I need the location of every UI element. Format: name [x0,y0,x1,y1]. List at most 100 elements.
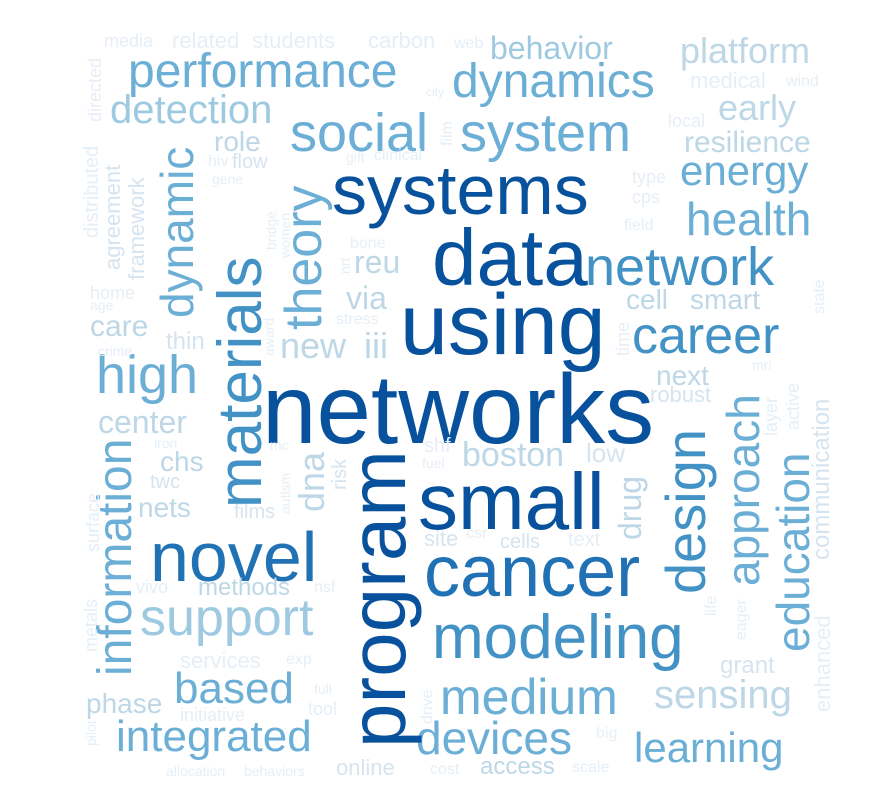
word-resilience: resilience [684,126,811,159]
word-iii: iii [364,325,388,366]
word-low: low [586,438,626,468]
word-medical: medical [690,68,766,93]
word-dna: dna [291,451,332,512]
word-eager: eager [733,599,750,640]
word-autism: autism [277,472,293,514]
word-text: text [568,529,601,551]
word-boston: boston [462,436,565,474]
word-films: films [234,501,276,523]
word-novel: novel [150,518,318,596]
word-gift: gift [346,149,365,165]
word-hiv: hiv [208,153,229,170]
word-layer: layer [761,396,781,436]
word-fuel: fuel [422,455,445,471]
word-methods: methods [198,574,291,601]
word-cancer: cancer [424,532,641,612]
word-cells: cells [500,531,541,553]
word-care: care [90,310,149,343]
word-award: award [261,317,277,356]
word-robust: robust [650,382,712,407]
word-modeling: modeling [432,603,684,672]
word-via: via [346,280,387,316]
word-high: high [96,345,199,405]
word-system: system [460,103,632,163]
word-initiative: initiative [180,705,246,725]
word-wind: wind [786,73,819,90]
word-full: full [314,681,332,697]
word-time: time [613,321,633,356]
word-devices: devices [416,712,572,764]
word-online: online [336,755,395,780]
word-medium: medium [440,669,618,725]
word-women: women [277,212,293,258]
word-nsf: nsf [314,579,336,596]
word-related: related [172,28,240,53]
word-services: services [180,648,261,673]
word-next: next [656,360,709,391]
word-performance: performance [128,45,398,98]
word-local: local [668,111,706,131]
word-stress: stress [336,311,379,328]
word-behavior: behavior [490,30,613,66]
word-networks: networks [262,354,655,464]
word-exp: exp [286,651,312,668]
word-field: field [624,217,654,234]
word-materials: materials [206,256,275,508]
word-twc: twc [150,471,180,493]
word-tool: tool [308,699,338,719]
word-shf: shf [424,435,451,457]
word-program: program [333,450,422,748]
word-dynamics: dynamics [452,55,655,108]
word-directed: directed [85,57,105,122]
word-pilot: pilot [83,720,99,746]
word-framework: framework [124,177,149,280]
word-detection: detection [110,88,273,132]
word-energy: energy [680,147,809,194]
word-cell: cell [626,284,669,315]
word-active: active [783,382,803,430]
word-career: career [632,307,780,365]
word-metals: metals [81,598,101,652]
word-gene: gene [212,171,244,187]
word-design: design [654,428,717,594]
word-phase: phase [86,688,163,719]
word-bridge: bridge [263,211,279,250]
word-home: home [90,283,136,303]
word-age: age [90,297,114,313]
word-cps: cps [632,187,661,207]
word-behaviors: behaviors [244,763,305,779]
word-risk: risk [329,458,351,490]
word-vivo: vivo [136,577,169,597]
word-nrt: nrt [337,257,353,274]
word-access: access [480,753,555,780]
word-crime: crime [98,343,133,359]
word-new: new [280,325,347,366]
word-csr: csr [466,525,488,542]
word-clinical: clinical [374,147,423,164]
word-thin: thin [166,328,205,355]
word-chs: chs [160,446,204,477]
word-bone: bone [350,235,386,252]
word-data: data [432,213,588,302]
word-flow: flow [232,151,268,173]
word-health: health [686,193,812,245]
word-life: life [703,595,720,616]
word-cost: cost [430,761,460,778]
word-film: film [439,121,456,146]
word-nets: nets [138,492,191,523]
word-reu: reu [354,244,401,280]
word-big: big [596,725,618,742]
word-small: small [418,457,605,546]
word-agreement: agreement [100,164,125,270]
word-carbon: carbon [368,28,436,53]
word-students: students [252,28,336,53]
word-based: based [174,664,294,713]
word-mc: mc [270,437,289,453]
word-platform: platform [680,30,811,71]
word-integrated: integrated [116,712,312,761]
word-allocation: allocation [166,763,226,779]
word-using: using [400,277,606,373]
word-systems: systems [332,151,589,229]
word-type: type [632,167,667,187]
